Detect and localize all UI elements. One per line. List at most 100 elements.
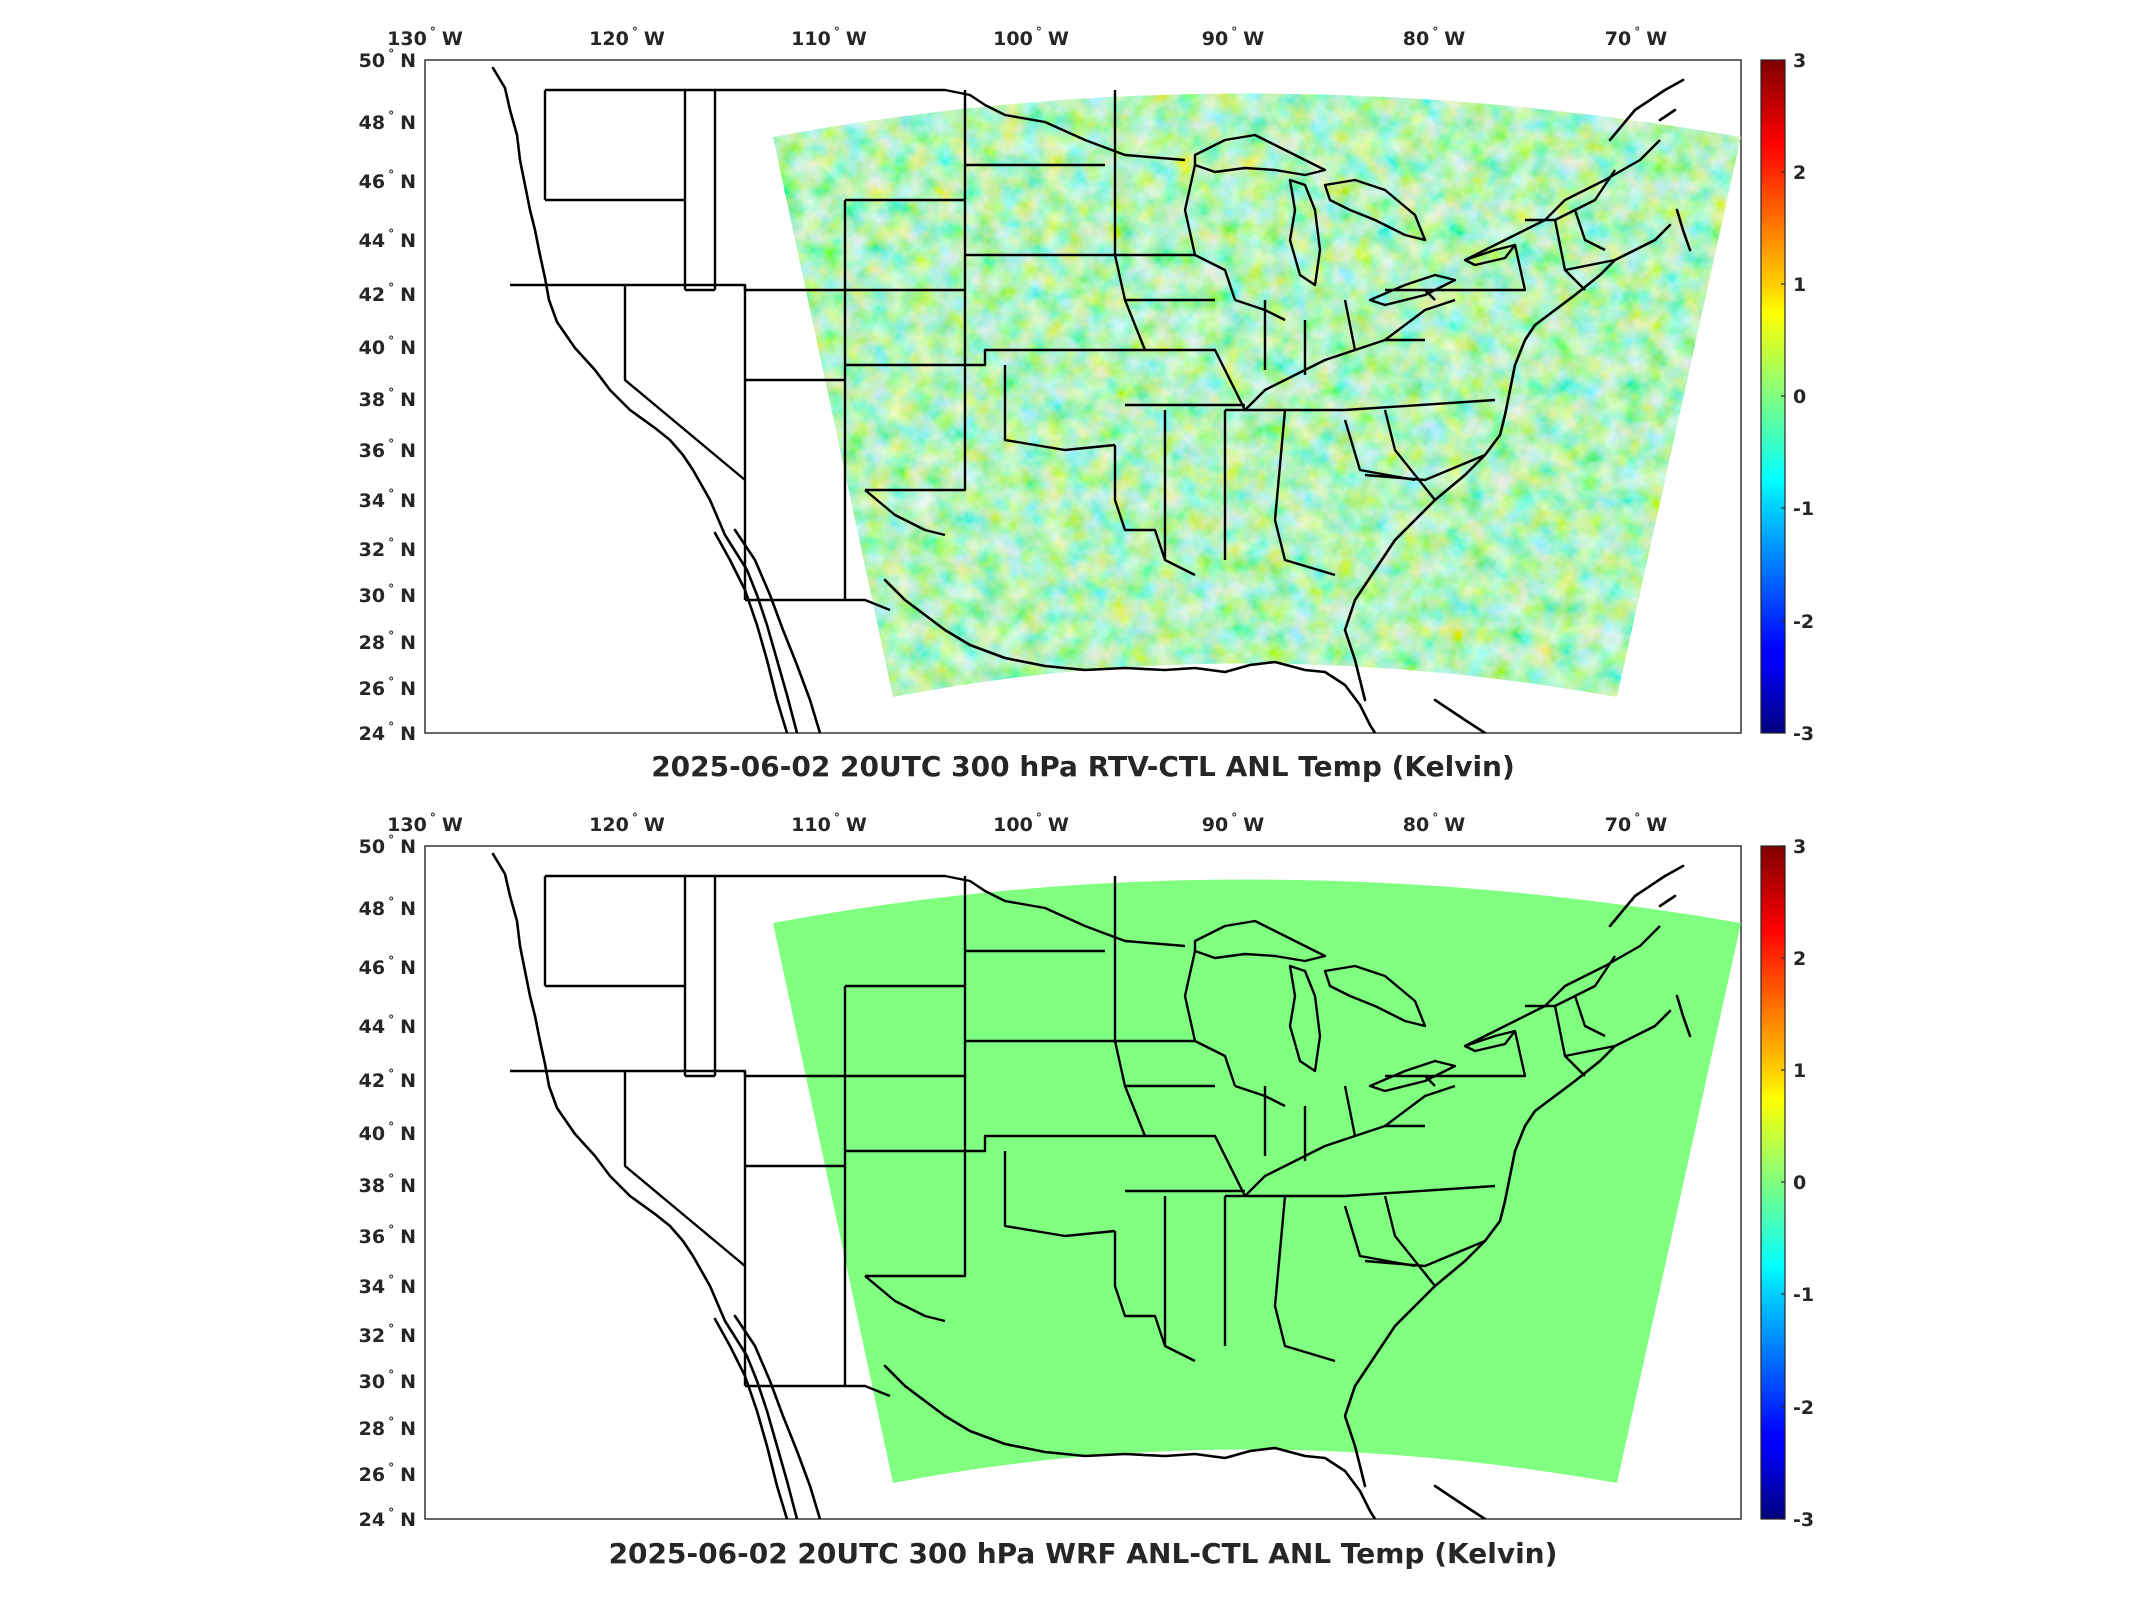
lon-tick-label: 90 ° W (1202, 811, 1264, 836)
lat-tick-label: 34 ° N (359, 487, 416, 512)
degree-mark: ° (388, 1120, 394, 1134)
lat-tick-label: 24 ° N (359, 1506, 416, 1531)
lon-hemisphere: W (442, 814, 463, 836)
lat-tick-label: 30 ° N (359, 582, 416, 607)
degree-mark: ° (388, 47, 394, 61)
lat-value: 42 (359, 1070, 385, 1092)
lon-value: 70 (1605, 814, 1631, 836)
lat-tick-label: 44 ° N (359, 227, 416, 252)
degree-mark: ° (388, 334, 394, 348)
lat-value: 36 (359, 440, 385, 462)
lat-tick-label: 36 ° N (359, 1223, 416, 1248)
colorbar-tick-label: -1 (1793, 1284, 1814, 1306)
lon-hemisphere: W (1444, 814, 1465, 836)
degree-mark: ° (1634, 25, 1640, 39)
degree-mark: ° (388, 629, 394, 643)
lat-tick-label: 42 ° N (359, 281, 416, 306)
lat-hemisphere: N (400, 678, 416, 700)
lat-tick-label: 44 ° N (359, 1013, 416, 1038)
lon-tick-label: 120 ° W (589, 25, 665, 50)
lat-tick-label: 36 ° N (359, 437, 416, 462)
degree-mark: ° (632, 811, 638, 825)
lon-value: 130 (387, 814, 427, 836)
lat-tick-label: 48 ° N (359, 109, 416, 134)
lat-value: 24 (359, 723, 385, 745)
degree-mark: ° (388, 1506, 394, 1520)
lat-hemisphere: N (400, 337, 416, 359)
lon-tick-label: 70 ° W (1605, 25, 1667, 50)
degree-mark: ° (1231, 811, 1237, 825)
colorbar: 3 2 1 0 -1 -2 -3 (1760, 50, 1814, 745)
lat-value: 42 (359, 284, 385, 306)
lat-tick-label: 26 ° N (359, 1461, 416, 1486)
map-panel-bottom: 130 ° W 120 ° W 110 ° W 100 ° W 90 ° W 80 ° W 70 ° W 50 ° N48 °… (359, 811, 1814, 1570)
lat-hemisphere: N (400, 284, 416, 306)
lon-hemisphere: W (846, 814, 867, 836)
degree-mark: ° (388, 720, 394, 734)
panel-title: 2025-06-02 20UTC 300 hPa WRF ANL-CTL ANL… (609, 1537, 1558, 1570)
lat-value: 46 (359, 957, 385, 979)
lat-value: 38 (359, 389, 385, 411)
lat-tick-label: 40 ° N (359, 1120, 416, 1145)
degree-mark: ° (388, 1172, 394, 1186)
lat-tick-label: 32 ° N (359, 536, 416, 561)
lat-hemisphere: N (400, 490, 416, 512)
lat-value: 28 (359, 1418, 385, 1440)
degree-mark: ° (388, 1322, 394, 1336)
lat-tick-label: 50 ° N (359, 47, 416, 72)
colorbar-tick-label: -1 (1793, 498, 1814, 520)
colorbar-tick-label: -3 (1793, 1509, 1814, 1531)
degree-mark: ° (388, 1368, 394, 1382)
lon-hemisphere: W (1243, 814, 1264, 836)
lon-value: 90 (1202, 814, 1228, 836)
colorbar-tick-label: -2 (1793, 611, 1814, 633)
lat-hemisphere: N (400, 50, 416, 72)
degree-mark: ° (430, 811, 436, 825)
colorbar-ticks: 3 2 1 0 -1 -2 -3 (1781, 836, 1814, 1531)
latitude-labels: 50 ° N48 ° N46 ° N44 ° N42 ° N40 ° N38 ° N36 ° N34 ° N32 ° N… (359, 47, 416, 745)
lon-value: 110 (791, 28, 831, 50)
degree-mark: ° (1036, 811, 1042, 825)
degree-mark: ° (388, 168, 394, 182)
lat-tick-label: 32 ° N (359, 1322, 416, 1347)
lon-tick-label: 110 ° W (791, 25, 867, 50)
degree-mark: ° (388, 487, 394, 501)
degree-mark: ° (388, 833, 394, 847)
lat-tick-label: 26 ° N (359, 675, 416, 700)
lat-value: 40 (359, 337, 385, 359)
lat-hemisphere: N (400, 389, 416, 411)
colorbar-tick-label: 0 (1793, 1172, 1806, 1194)
lat-hemisphere: N (400, 440, 416, 462)
lat-hemisphere: N (400, 632, 416, 654)
degree-mark: ° (388, 675, 394, 689)
lat-value: 36 (359, 1226, 385, 1248)
degree-mark: ° (388, 1273, 394, 1287)
lat-value: 30 (359, 1371, 385, 1393)
lat-tick-label: 34 ° N (359, 1273, 416, 1298)
lon-value: 100 (993, 814, 1033, 836)
panel-title: 2025-06-02 20UTC 300 hPa RTV-CTL ANL Tem… (651, 750, 1515, 783)
latitude-labels: 50 ° N48 ° N46 ° N44 ° N42 ° N40 ° N38 ° N36 ° N34 ° N32 ° N… (359, 833, 416, 1531)
colorbar-tick-label: -3 (1793, 723, 1814, 745)
colorbar-tick-label: 3 (1793, 50, 1806, 72)
lon-value: 130 (387, 28, 427, 50)
lat-value: 26 (359, 1464, 385, 1486)
lon-tick-label: 110 ° W (791, 811, 867, 836)
degree-mark: ° (1432, 811, 1438, 825)
degree-mark: ° (834, 811, 840, 825)
lat-value: 50 (359, 836, 385, 858)
degree-mark: ° (388, 437, 394, 451)
lon-hemisphere: W (442, 28, 463, 50)
lat-value: 34 (359, 1276, 385, 1298)
lat-value: 46 (359, 171, 385, 193)
lat-hemisphere: N (400, 230, 416, 252)
degree-mark: ° (1231, 25, 1237, 39)
lat-tick-label: 46 ° N (359, 168, 416, 193)
colorbar-tick-label: 1 (1793, 274, 1806, 296)
lat-hemisphere: N (400, 1226, 416, 1248)
lat-tick-label: 42 ° N (359, 1067, 416, 1092)
degree-mark: ° (388, 1013, 394, 1027)
data-field-uniform (773, 879, 1741, 1483)
degree-mark: ° (388, 536, 394, 550)
